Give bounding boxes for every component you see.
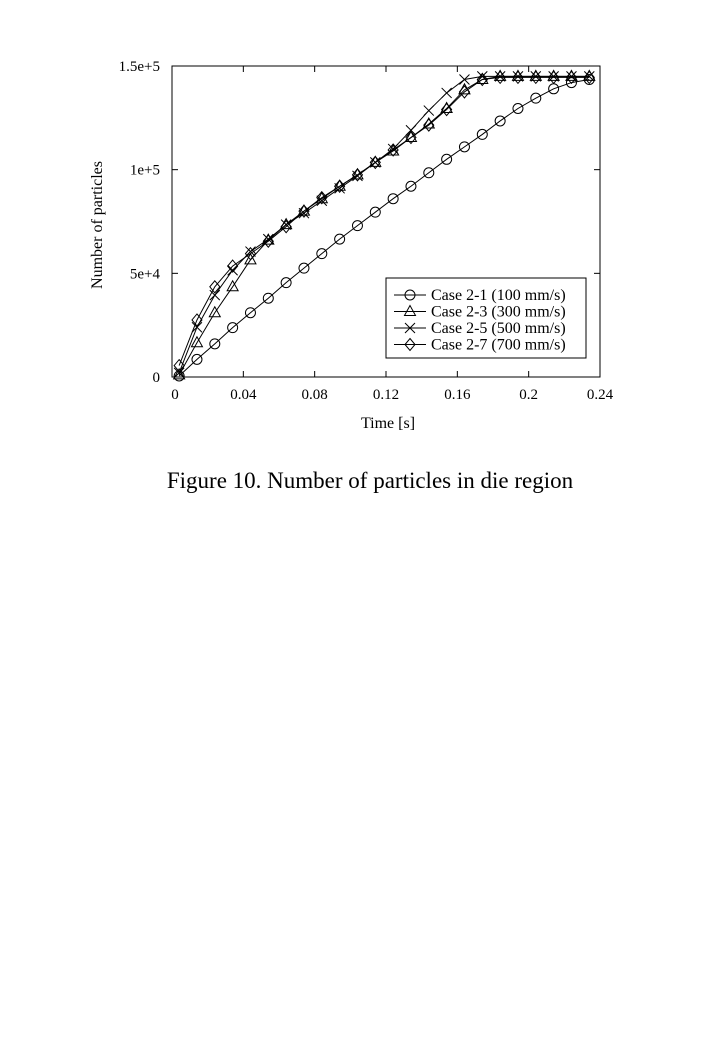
series-point <box>191 353 203 365</box>
series-point <box>405 130 417 145</box>
series-point <box>423 105 435 116</box>
series-point <box>458 141 470 153</box>
legend-label: Case 2-3 (300 mm/s) <box>431 304 566 321</box>
series-1 <box>173 73 595 382</box>
series-point <box>226 279 239 292</box>
series-point <box>244 246 257 261</box>
series-4 <box>173 70 595 373</box>
series-point <box>172 367 186 380</box>
legend-marker <box>404 337 416 352</box>
series-point <box>226 259 239 273</box>
series-point <box>512 70 524 85</box>
x-tick-label: 0.2 <box>519 387 538 403</box>
x-tick-label: 0.24 <box>587 387 614 403</box>
series-point <box>476 72 488 87</box>
x-axis-label: Time [s] <box>361 415 415 432</box>
series-layer <box>172 69 596 382</box>
series-point <box>208 305 222 318</box>
x-tick-label: 0.04 <box>230 387 257 403</box>
series-point <box>334 233 346 245</box>
series-point <box>191 313 203 327</box>
legend: Case 2-1 (100 mm/s)Case 2-3 (300 mm/s)Ca… <box>385 277 587 359</box>
legend-label: Case 2-7 (700 mm/s) <box>431 337 566 354</box>
series-point <box>405 124 417 136</box>
series-point <box>494 115 506 127</box>
series-point <box>476 128 488 140</box>
legend-label: Case 2-5 (500 mm/s) <box>431 320 566 337</box>
series-point <box>458 85 471 99</box>
series-point <box>262 234 274 248</box>
series-point <box>209 289 221 301</box>
series-point <box>459 74 470 85</box>
series-point <box>227 264 238 276</box>
series-point <box>333 179 346 194</box>
x-tick-label: 0 <box>171 387 179 403</box>
series-point <box>386 143 400 156</box>
series-point <box>280 277 292 289</box>
x-tick-label: 0.12 <box>373 387 399 403</box>
series-point <box>387 193 399 205</box>
series-point <box>441 87 452 99</box>
series-point <box>423 118 435 132</box>
legend-marker <box>404 322 416 334</box>
series-point <box>280 219 292 234</box>
legend-entry: Case 2-7 (700 mm/s) <box>394 337 566 354</box>
series-point <box>369 155 381 170</box>
series-point <box>244 307 256 319</box>
series-point <box>298 262 310 274</box>
series-point <box>298 204 310 218</box>
x-tick-label: 0.16 <box>444 387 471 403</box>
series-point <box>565 70 578 85</box>
legend-marker <box>403 304 417 316</box>
y-axis-label: Number of particles <box>89 161 106 289</box>
series-point <box>351 220 363 232</box>
series-point <box>209 280 221 294</box>
legend-entry: Case 2-1 (100 mm/s) <box>394 287 566 304</box>
series-point <box>227 322 239 334</box>
series-point <box>316 190 328 205</box>
series-point <box>547 70 560 85</box>
series-point <box>387 143 399 157</box>
series-point <box>316 195 328 207</box>
y-tick-label: 1e+5 <box>130 163 160 179</box>
y-tick-label: 5e+4 <box>130 266 161 282</box>
series-point <box>494 70 506 85</box>
series-point <box>369 206 381 218</box>
y-tick-label: 0 <box>153 370 161 386</box>
series-point <box>512 103 524 115</box>
series-point <box>405 180 417 192</box>
legend-entry: Case 2-3 (300 mm/s) <box>394 304 566 321</box>
y-tick-label: 1.5e+5 <box>119 59 160 75</box>
series-point <box>173 358 185 373</box>
legend-box <box>385 277 587 359</box>
series-point <box>440 102 453 117</box>
legend-marker <box>404 289 416 301</box>
series-point <box>190 335 204 348</box>
series-point <box>530 92 542 104</box>
series-point <box>583 70 595 85</box>
series-point <box>368 155 382 167</box>
series-point <box>209 338 221 350</box>
legend-label: Case 2-1 (100 mm/s) <box>431 287 566 304</box>
series-point <box>191 321 203 333</box>
series-point <box>244 252 257 265</box>
series-line <box>178 78 590 377</box>
legend-entry: Case 2-5 (500 mm/s) <box>394 320 566 337</box>
series-point <box>476 71 488 82</box>
series-point <box>404 130 418 143</box>
series-point <box>316 248 328 260</box>
series-point <box>530 70 542 85</box>
legend-items: Case 2-1 (100 mm/s)Case 2-3 (300 mm/s)Ca… <box>394 287 566 354</box>
figure-caption: Figure 10. Number of particles in die re… <box>166 468 574 493</box>
axis-layer: 0 0.04 0.08 0.12 0.16 0.2 0.24 0 5e+4 1e+5 1.5e+5 <box>119 59 614 403</box>
series-point <box>351 168 364 182</box>
x-tick-label: 0.08 <box>302 387 328 403</box>
series-point <box>262 292 274 304</box>
series-point <box>173 367 185 379</box>
series-point <box>441 153 453 165</box>
series-point <box>423 167 435 179</box>
